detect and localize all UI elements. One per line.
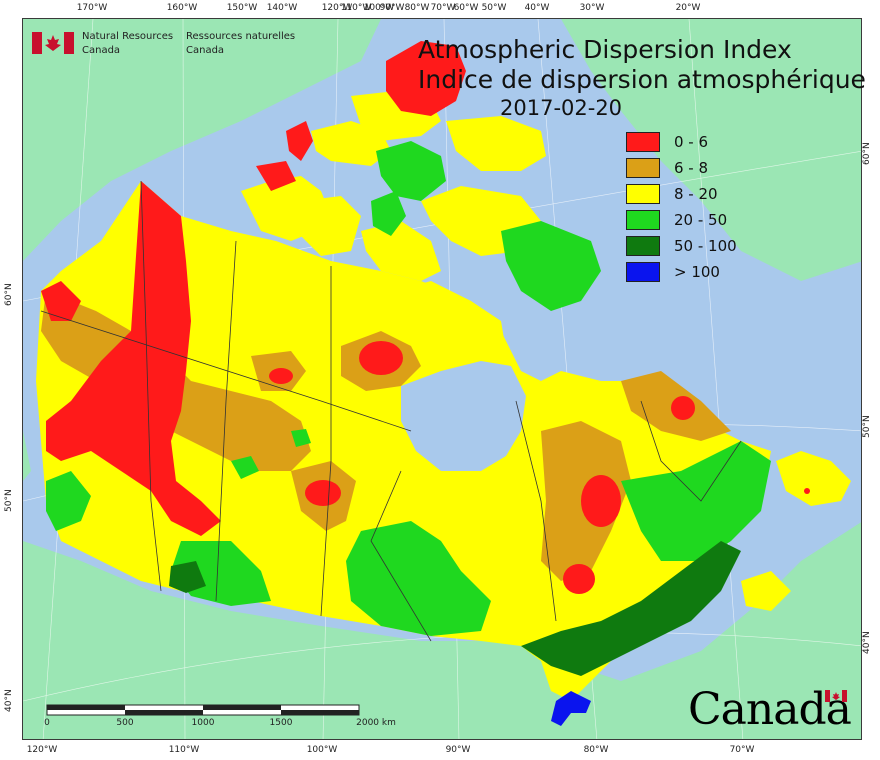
lon-label: 140°W: [266, 3, 298, 13]
legend-swatch: [626, 158, 660, 178]
lon-label: 120°W: [26, 745, 58, 755]
lon-label: 80°W: [404, 3, 430, 13]
lon-label: 110°W: [168, 745, 200, 755]
lon-label: 70°W: [430, 3, 456, 13]
lon-label: 30°W: [579, 3, 605, 13]
map-canvas: [22, 18, 862, 740]
agency-name-en-line2: Canada: [82, 45, 121, 56]
legend-swatch: [626, 184, 660, 204]
dispersion-zones: [41, 181, 771, 726]
hudson-bay: [401, 361, 526, 471]
lon-label: 80°W: [583, 745, 609, 755]
legend-label: 50 - 100: [674, 237, 737, 255]
dispersion-map: [23, 19, 861, 739]
legend-swatch: [626, 262, 660, 282]
legend-swatch: [626, 236, 660, 256]
lon-label: 170°W: [76, 3, 108, 13]
lat-label: 40°N: [4, 689, 14, 712]
lat-label: 50°N: [862, 415, 872, 438]
scale-label: 2000 km: [356, 718, 396, 728]
map-title-en: Atmospheric Dispersion Index: [418, 35, 792, 64]
legend-label: 8 - 20: [674, 185, 718, 203]
atlantic-islands: [741, 451, 851, 611]
legend-label: 0 - 6: [674, 133, 709, 151]
legend-swatch: [626, 210, 660, 230]
lon-label: 40°W: [524, 3, 550, 13]
agency-name-fr-line2: Canada: [186, 45, 225, 56]
map-title-block: Atmospheric Dispersion Index Indice de d…: [418, 35, 866, 121]
lon-label: 150°W: [226, 3, 258, 13]
lon-label: 100°W: [306, 745, 338, 755]
scale-label: 1500: [269, 718, 293, 728]
lat-label: 40°N: [862, 631, 872, 654]
agency-name-fr: Ressources naturelles Canada: [186, 30, 295, 58]
lon-label: 120°W: [321, 3, 353, 13]
lon-label: 110°W: [340, 3, 372, 13]
scale-label: 0: [44, 718, 50, 728]
provincial-boundaries: [40, 180, 742, 642]
lon-label: 160°W: [166, 3, 198, 13]
neighbor-land: [23, 19, 861, 739]
lat-label: 60°N: [4, 283, 14, 306]
lon-label: 20°W: [675, 3, 701, 13]
wordmark-flag-icon: [825, 690, 847, 702]
legend-label: > 100: [674, 263, 720, 281]
lon-label: 90°W: [379, 3, 405, 13]
lat-label: 60°N: [862, 142, 872, 165]
scale-bar-graphic: [46, 704, 360, 716]
agency-name-en-line1: Natural Resources: [82, 31, 174, 42]
lon-label: 90°W: [445, 745, 471, 755]
scale-label: 1000: [191, 718, 215, 728]
legend-label: 20 - 50: [674, 211, 728, 229]
map-title-fr: Indice de dispersion atmosphérique: [418, 65, 866, 94]
legend-swatch: [626, 132, 660, 152]
arctic-islands: [241, 41, 601, 311]
canada-wordmark: Canada: [688, 684, 852, 735]
lat-label: 50°N: [4, 489, 14, 512]
legend-label: 6 - 8: [674, 159, 709, 177]
lon-label: 100°W: [363, 3, 395, 13]
canada-flag-icon: [32, 32, 74, 54]
lon-label: 50°W: [481, 3, 507, 13]
lon-label: 60°W: [453, 3, 479, 13]
agency-name-en: Natural Resources Canada: [82, 30, 173, 58]
scale-label: 500: [116, 718, 134, 728]
lon-label: 70°W: [729, 745, 755, 755]
agency-name-fr-line1: Ressources naturelles: [186, 31, 296, 42]
map-date: 2017-02-20: [500, 96, 623, 120]
